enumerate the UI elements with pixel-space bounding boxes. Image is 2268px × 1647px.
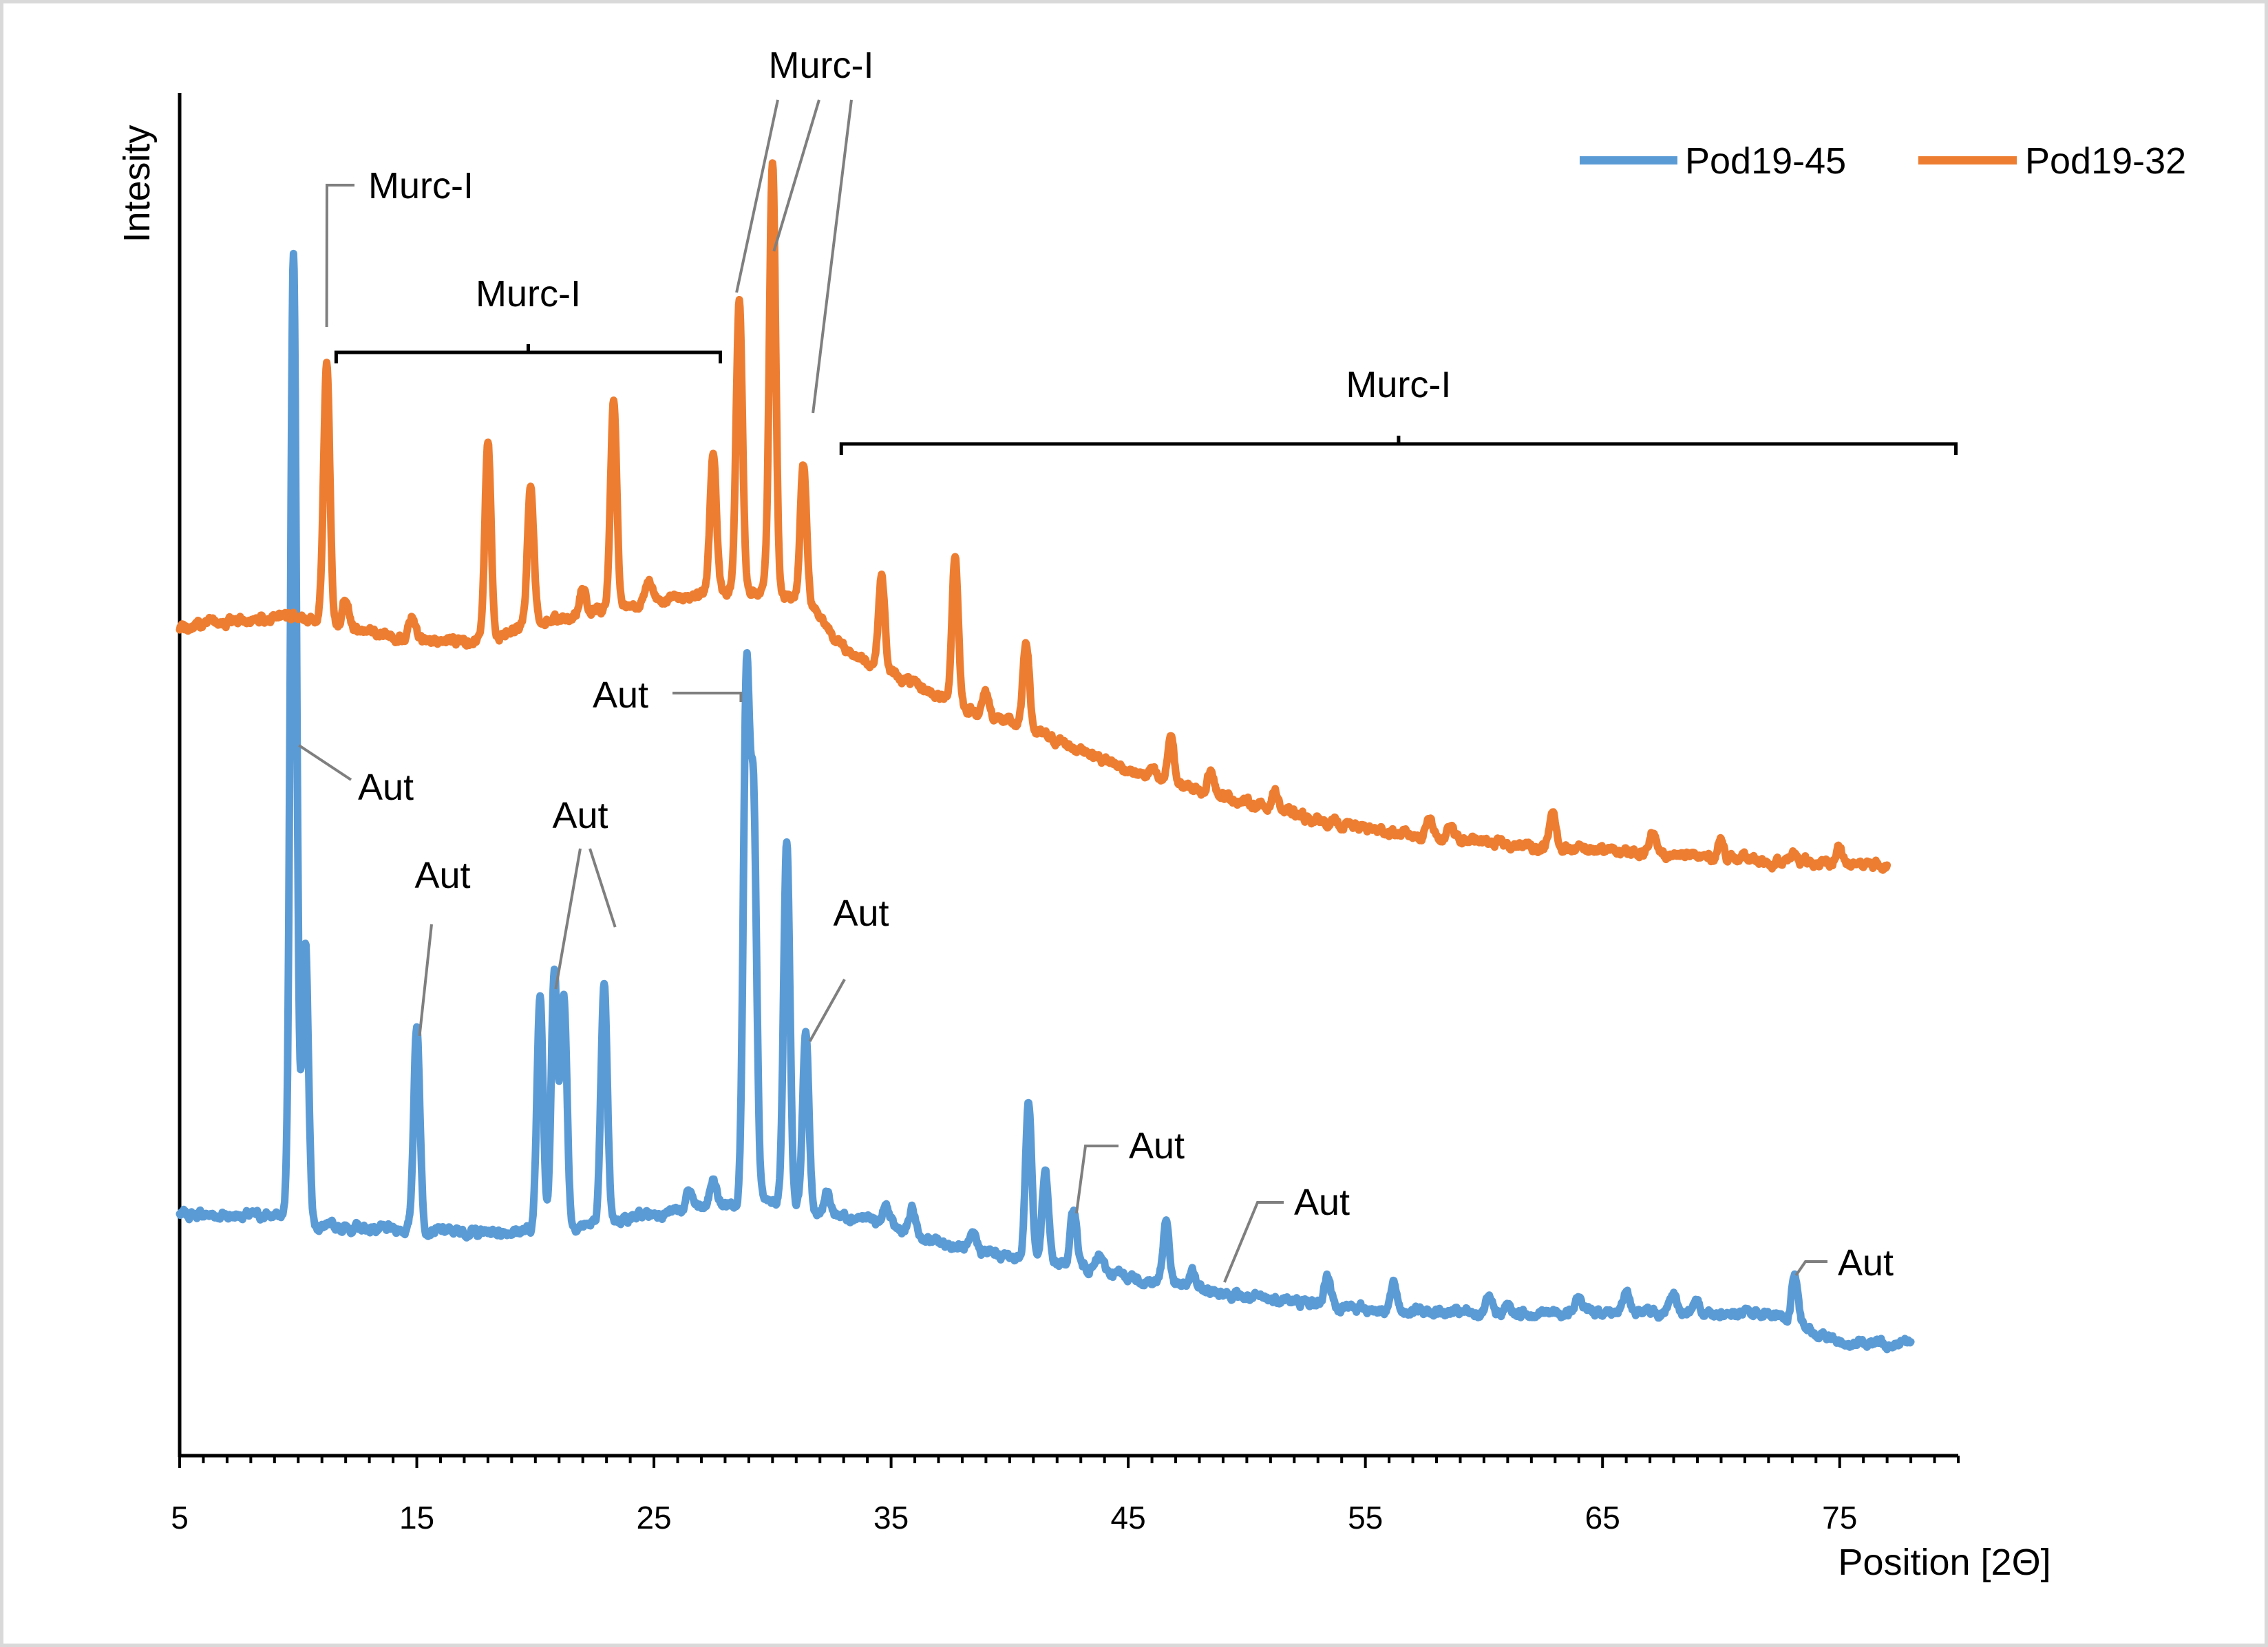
annotation-aut: Aut: [1294, 1182, 1350, 1223]
annotation-bracket: [839, 436, 1958, 455]
annotation-aut: Aut: [1838, 1242, 1894, 1284]
x-tick-label: 65: [1585, 1500, 1620, 1536]
annotation-murc-i: Murc-I: [476, 273, 581, 315]
series-line-pod19-45: [176, 249, 1915, 1354]
annotation-leader-line: [1223, 1201, 1284, 1283]
legend: Pod19-45 Pod19-32: [1580, 140, 2186, 182]
series-line-pod19-32: [176, 159, 1891, 874]
annotation-bracket: [334, 344, 723, 363]
annotation-murc-i: Murc-I: [1346, 364, 1451, 405]
x-axis-label: Position [2Θ]: [1838, 1542, 2050, 1583]
annotation-leader-line: [672, 692, 743, 702]
annotation-aut: Aut: [833, 893, 889, 934]
x-tick-label: 25: [636, 1500, 671, 1536]
legend-label-pod19-32: Pod19-32: [2025, 140, 2186, 182]
annotation-leader-line: [1794, 1260, 1827, 1277]
annotation-murc-i: Murc-I: [368, 165, 474, 206]
annotation-leader-line: [1074, 1145, 1119, 1214]
annotation-leader-line: [812, 99, 853, 414]
y-axis-label: Intesity: [116, 125, 158, 242]
x-tick-label: 75: [1822, 1500, 1857, 1536]
annotation-leader-line: [298, 744, 352, 781]
annotation-leader-line: [808, 979, 846, 1042]
annotation-murc-i: Murc-I: [769, 45, 874, 86]
annotation-leader-line: [554, 848, 582, 990]
annotation-leader-line: [772, 99, 820, 252]
annotation-aut: Aut: [358, 767, 414, 808]
annotation-aut: Aut: [593, 674, 648, 716]
x-tick-label: 35: [873, 1500, 909, 1536]
annotation-aut: Aut: [414, 855, 470, 896]
annotation-leader-line: [325, 184, 354, 328]
x-tick-label: 15: [399, 1500, 434, 1536]
x-tick-label: 55: [1348, 1500, 1383, 1536]
x-tick-label: 5: [171, 1500, 189, 1536]
annotation-leader-line: [418, 924, 433, 1037]
x-tick-label: 45: [1111, 1500, 1146, 1536]
annotation-aut: Aut: [1129, 1125, 1185, 1167]
annotation-aut: Aut: [552, 795, 608, 836]
xrd-chart: 5 15 25 35 45 55 65 75 Intesity Position [2Θ] M…: [116, 45, 2186, 1583]
legend-label-pod19-45: Pod19-45: [1685, 140, 1846, 182]
annotation-leader-line: [589, 848, 617, 928]
annotation-leader-line: [735, 99, 779, 293]
